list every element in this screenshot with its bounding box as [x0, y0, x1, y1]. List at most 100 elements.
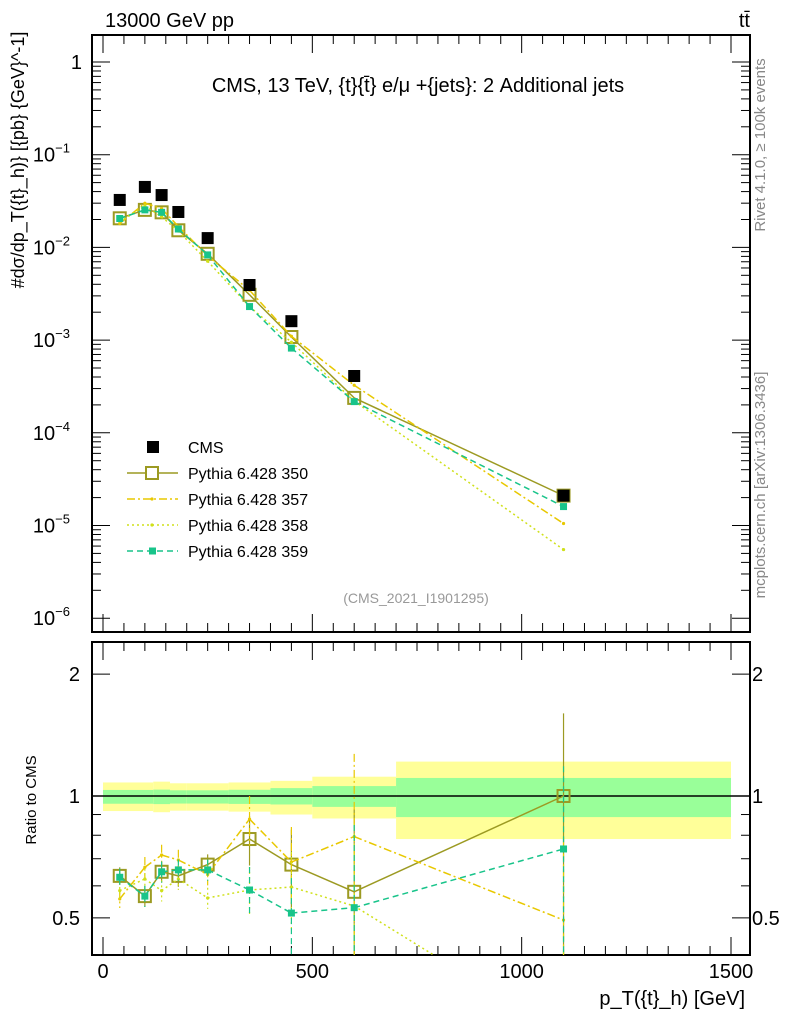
series-line-p357	[291, 835, 355, 863]
series-p359	[116, 206, 568, 511]
series-line-p359	[249, 306, 292, 349]
series-line-p350	[353, 795, 564, 893]
marker-dot	[247, 817, 252, 821]
marker-dot	[176, 877, 180, 881]
marker-dot	[561, 547, 566, 552]
legend-label: Pythia 6.428 359	[188, 544, 308, 561]
series-line-p358	[353, 400, 564, 551]
data-point	[113, 193, 126, 206]
y-tick-label: 10−2	[33, 233, 70, 259]
series-line-p357	[144, 854, 163, 868]
marker-filled-square	[141, 206, 149, 214]
marker-dot	[561, 521, 566, 526]
marker-filled-square	[141, 892, 149, 900]
marker-dot	[160, 215, 164, 219]
data-point	[138, 180, 151, 193]
marker-filled-square	[246, 886, 254, 894]
series-line-p350	[353, 397, 564, 497]
series-cms	[113, 180, 570, 502]
series-line-p350	[291, 863, 355, 893]
series-line-p359	[291, 906, 355, 914]
uncertainty-band-inner	[136, 789, 154, 804]
series-p358	[118, 204, 566, 552]
legend-marker	[150, 523, 154, 527]
legend-marker	[147, 441, 159, 453]
series-line-p359	[119, 209, 146, 220]
marker-open-square	[171, 223, 186, 238]
y-tick-exponent: −5	[55, 512, 70, 527]
y-tick-label: 10−1	[33, 141, 70, 167]
y-tick-exponent: −4	[55, 419, 70, 434]
marker-dot	[143, 877, 147, 881]
series-p358	[118, 823, 565, 956]
series-line-p359	[353, 400, 564, 508]
series-line-p357	[290, 335, 355, 386]
x-tick-label: 0	[97, 961, 108, 983]
legend-item: Pythia 6.428 357	[127, 492, 308, 509]
side-text-bottom: mcplots.cern.ch [arXiv:1306.3436]	[752, 372, 769, 599]
legend-item: CMS	[147, 440, 224, 457]
uncertainty-band-inner	[169, 790, 187, 804]
series-line-p350	[249, 294, 292, 338]
y-tick-exponent: −1	[55, 141, 70, 156]
x-tick-label: 500	[296, 961, 329, 983]
y-tick-label-right: 0.5	[752, 908, 780, 930]
y-tick-exponent: −6	[55, 604, 70, 619]
marker-dot	[118, 889, 122, 893]
marker-filled-square	[204, 251, 212, 259]
series-line-p358	[249, 886, 292, 891]
x-tick-label: 1000	[499, 961, 544, 983]
marker-dot	[289, 340, 293, 344]
marker-dot	[160, 853, 164, 857]
marker-filled-square	[158, 208, 166, 216]
legend-marker	[150, 497, 154, 501]
y-tick-label: 1	[69, 786, 80, 808]
x-tick-label: 1500	[709, 961, 754, 983]
marker-dot	[289, 860, 293, 864]
data-point	[243, 278, 256, 291]
series-line-p350	[290, 336, 355, 399]
marker-filled-square	[560, 845, 568, 853]
series-line-p359	[290, 347, 355, 403]
chart-title: CMS, 13 TeV, {t}{t̄} e/μ +{jets}: 2 Addi…	[212, 75, 624, 97]
series-line-p357	[353, 384, 564, 525]
data-point	[348, 369, 361, 382]
series-line-p358	[291, 886, 355, 907]
series-line-p357	[207, 818, 251, 875]
ratio-y-label: Ratio to CMS	[23, 755, 40, 844]
header-right: tt̄	[739, 10, 751, 32]
y-tick-label: 0.5	[52, 908, 80, 930]
series-line-p357	[353, 835, 564, 921]
series-line-p359	[177, 228, 209, 256]
series-line-p357	[178, 859, 208, 876]
legend-label: Pythia 6.428 358	[188, 518, 308, 535]
header-left: 13000 GeV pp	[105, 10, 234, 32]
series-line-p359	[207, 869, 250, 891]
series-line-p359	[119, 876, 146, 897]
marker-filled-square	[174, 866, 182, 874]
series-line-p357	[119, 866, 146, 900]
data-point	[201, 232, 214, 245]
series-line-p359	[353, 848, 564, 909]
marker-filled-square	[287, 909, 295, 917]
x-axis-label: p_T({t}_h) [GeV]	[599, 988, 745, 1010]
legend-marker	[149, 547, 156, 555]
marker-dot	[160, 889, 164, 893]
marker-dot	[206, 896, 210, 900]
y-tick-label: 10−4	[33, 419, 70, 445]
series-p357	[118, 201, 566, 526]
y-tick-label: 1	[71, 52, 82, 74]
y-tick-label: 10−6	[33, 604, 70, 630]
legend-label: Pythia 6.428 350	[188, 466, 308, 483]
y-tick-label: 10−5	[33, 512, 70, 538]
legend: CMS Pythia 6.428 350 Pythia 6.428 357 Pythi…	[127, 440, 308, 561]
marker-dot	[289, 885, 293, 889]
y-tick-label: 10−3	[33, 326, 70, 352]
marker-filled-square	[350, 904, 358, 912]
marker-dot	[206, 259, 210, 263]
series-line-p358	[207, 260, 251, 308]
y-tick-exponent: −2	[55, 233, 70, 248]
series-line-p357	[207, 255, 251, 291]
legend-label: Pythia 6.428 357	[188, 492, 308, 509]
